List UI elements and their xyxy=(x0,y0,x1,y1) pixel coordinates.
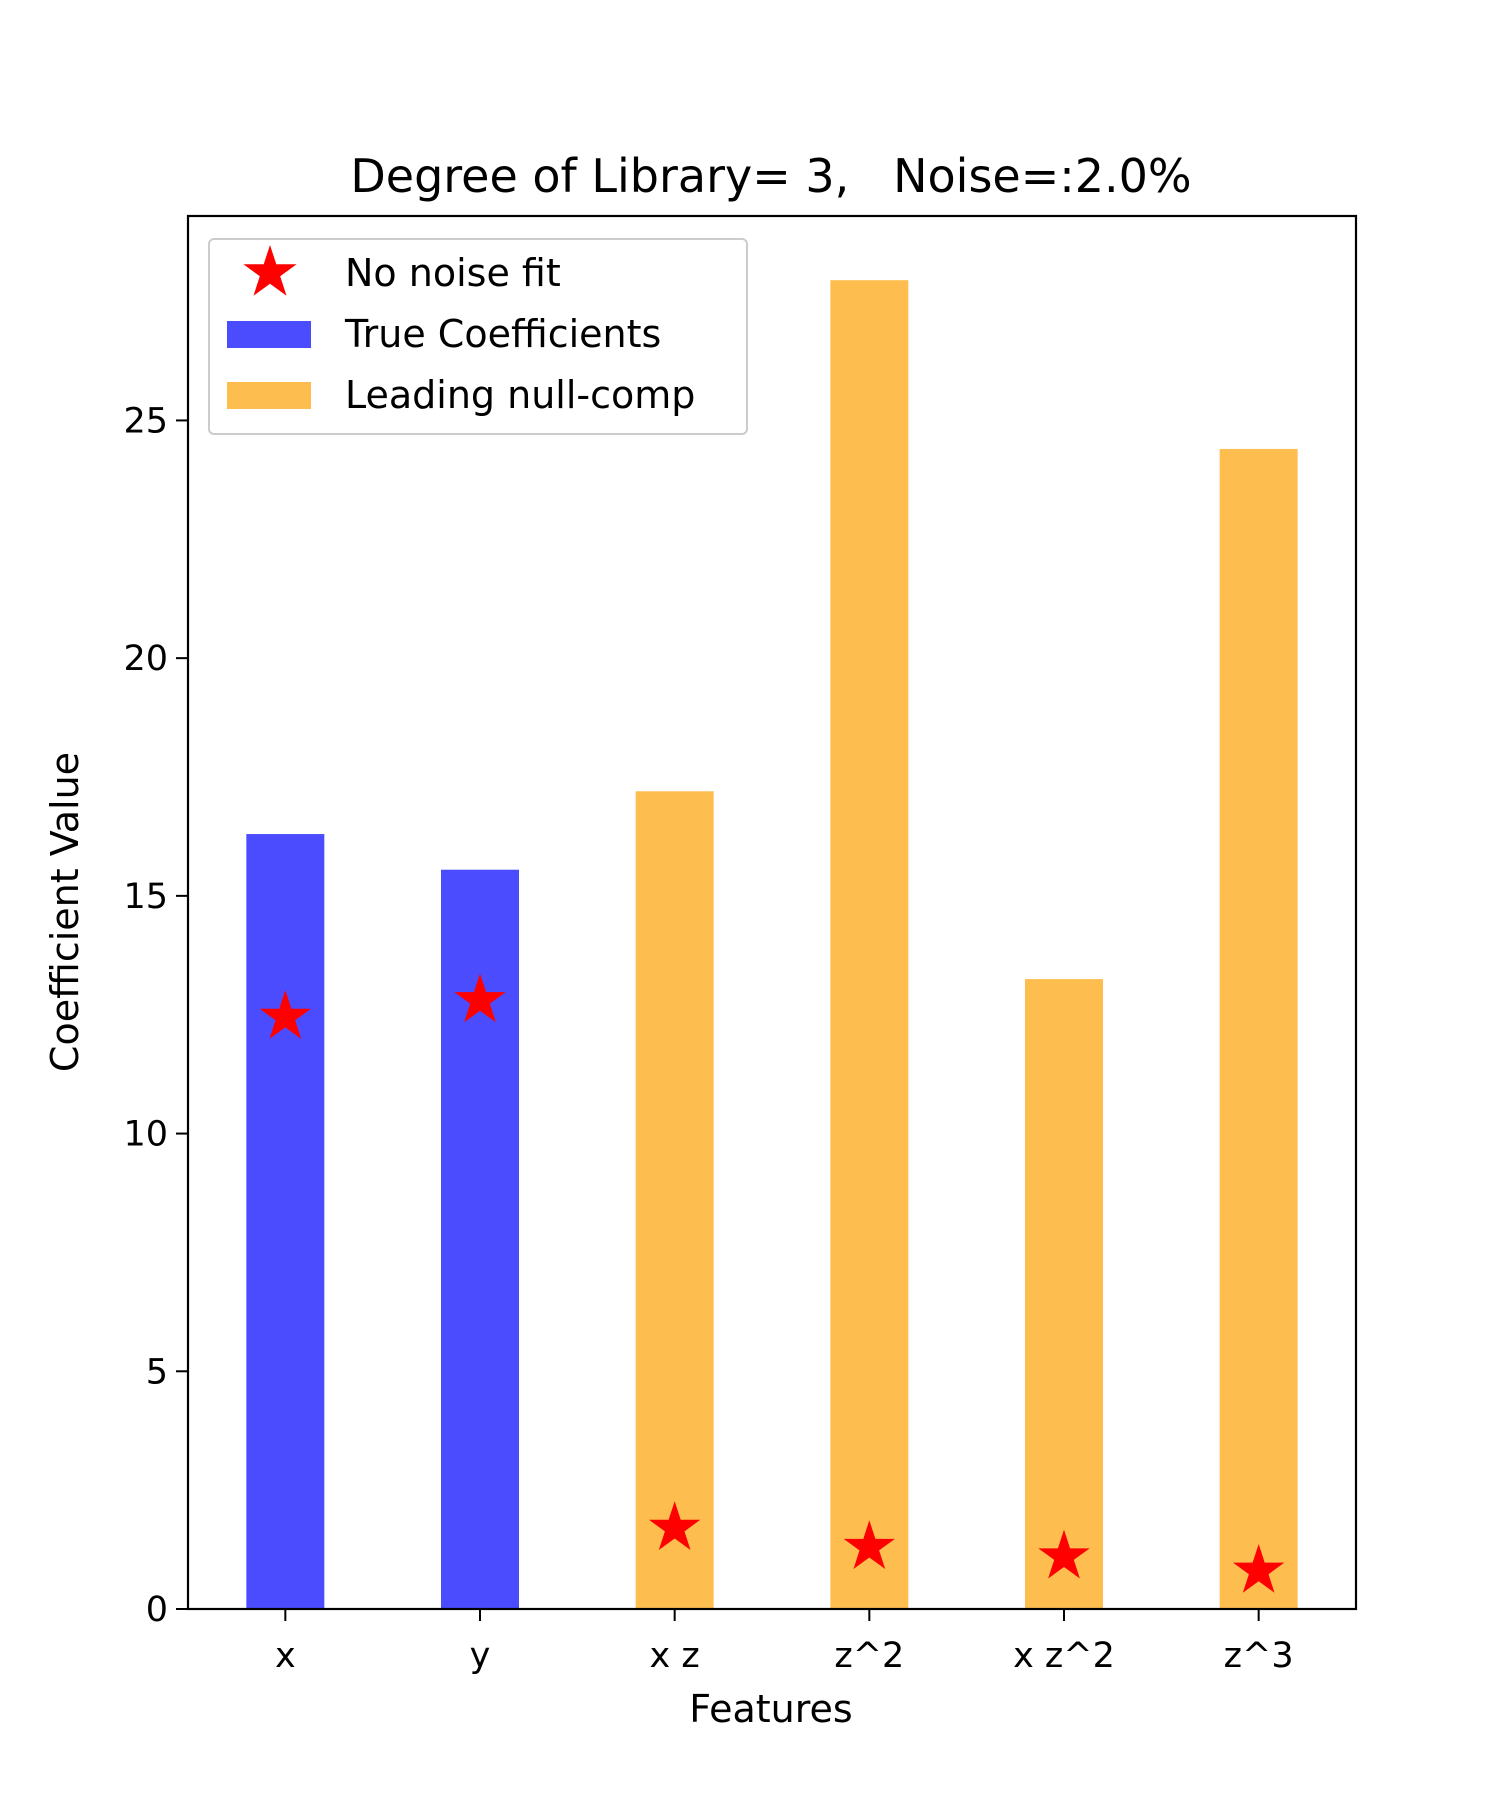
x-tick-label: z^3 xyxy=(1224,1636,1294,1676)
legend-label: No noise fit xyxy=(345,251,561,295)
y-tick-label: 0 xyxy=(146,1590,168,1630)
star-marker xyxy=(1233,1544,1285,1593)
bar xyxy=(1219,448,1298,1610)
y-tick-label: 20 xyxy=(123,639,168,679)
legend-star-icon xyxy=(243,245,297,296)
bar xyxy=(246,834,325,1609)
y-tick-label: 25 xyxy=(123,401,168,441)
y-axis-label: Coefficient Value xyxy=(43,752,87,1072)
star-marker xyxy=(649,1501,701,1550)
legend-swatch xyxy=(227,382,311,409)
bars-group xyxy=(246,280,1298,1610)
bar xyxy=(830,280,909,1609)
x-tick-label: y xyxy=(470,1636,491,1676)
x-tick-label: x xyxy=(275,1636,296,1676)
plot-frame xyxy=(186,214,1358,1611)
legend-label: Leading null-comp xyxy=(345,373,695,417)
star-marker xyxy=(843,1520,895,1569)
x-tick-label: x z xyxy=(650,1636,700,1676)
legend-box xyxy=(208,238,748,435)
x-tick-label: z^2 xyxy=(834,1636,904,1676)
markers-group xyxy=(259,973,1285,1593)
bar xyxy=(1025,979,1103,1609)
star-marker xyxy=(259,990,311,1039)
x-tick-label: x z^2 xyxy=(1013,1636,1115,1676)
legend-label: True Coefficients xyxy=(344,312,661,356)
legend-swatch xyxy=(227,321,311,348)
chart-title: Degree of Library= 3, Noise=:2.0% xyxy=(350,149,1191,203)
x-axis-label: Features xyxy=(689,1687,852,1731)
y-tick-label: 10 xyxy=(123,1115,168,1155)
star-marker xyxy=(1038,1529,1090,1579)
star-marker xyxy=(454,973,506,1023)
legend: No noise fit True Coefficients Leading nul… xyxy=(208,238,748,435)
bar xyxy=(635,791,714,1609)
y-tick-label: 15 xyxy=(123,877,168,917)
y-tick-label: 5 xyxy=(146,1352,168,1392)
axis-ticks: 0 5 10 15 20 25 x y x z z^2 x z^2 z^3 xyxy=(123,401,1293,1676)
